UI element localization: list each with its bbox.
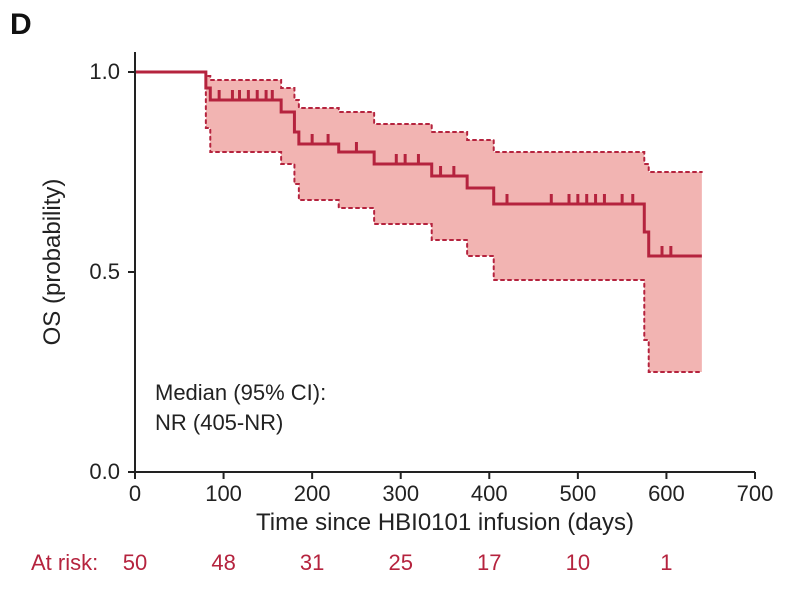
x-tick-label: 400 (471, 481, 508, 506)
km-chart-container: D 0 100 200 300 400 500 600 700 0.0 0.5 1.0 Time si… (0, 0, 800, 586)
y-tick-label: 1.0 (89, 59, 120, 84)
y-tick-label: 0.0 (89, 459, 120, 484)
atrisk-label: At risk: (31, 550, 98, 575)
atrisk-value: 25 (388, 550, 412, 575)
atrisk-value: 1 (660, 550, 672, 575)
y-axis-label: OS (probability) (39, 179, 66, 346)
y-tick-label: 0.5 (89, 259, 120, 284)
atrisk-value: 10 (566, 550, 590, 575)
x-tick-label: 0 (129, 481, 141, 506)
x-tick-label: 600 (648, 481, 685, 506)
annotation-line: Median (95% CI): (155, 380, 326, 405)
panel-letter: D (10, 8, 32, 42)
atrisk-value: 48 (211, 550, 235, 575)
x-axis-label: Time since HBI0101 infusion (days) (256, 509, 634, 536)
atrisk-value: 31 (300, 550, 324, 575)
x-tick-label: 200 (294, 481, 331, 506)
atrisk-value: 17 (477, 550, 501, 575)
x-tick-label: 700 (737, 481, 774, 506)
km-chart-svg: 0 100 200 300 400 500 600 700 0.0 0.5 1.0 Time sinc… (0, 0, 800, 586)
ci-band (135, 72, 702, 372)
atrisk-value: 50 (123, 550, 147, 575)
x-tick-label: 300 (382, 481, 419, 506)
x-tick-label: 500 (559, 481, 596, 506)
x-tick-label: 100 (205, 481, 242, 506)
annotation-line: NR (405-NR) (155, 410, 283, 435)
